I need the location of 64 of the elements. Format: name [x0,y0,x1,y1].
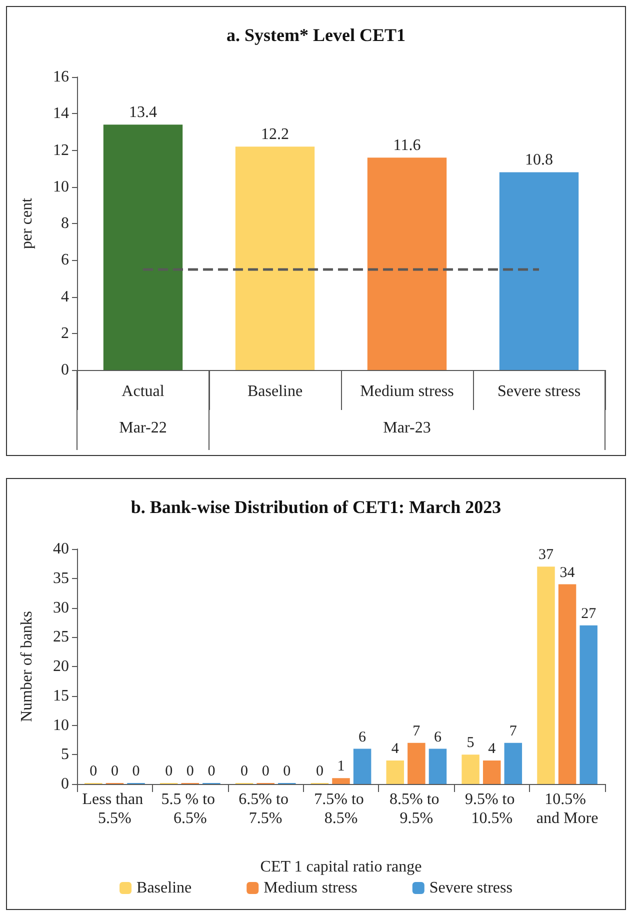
y-tick-label: 16 [53,68,69,86]
y-tick-label: 6 [61,252,69,269]
y-tick-label: 0 [61,362,69,378]
x-tick-label: Less than 5.5% [82,791,148,827]
y-tick-label: 10 [53,716,69,734]
data-label: 37 [538,547,554,564]
x-tick-label: 6.5% to 7.5% [238,791,292,827]
y-tick-label: 20 [53,658,69,675]
x-tick-label: Medium stress [360,383,454,400]
data-label: 0 [110,764,118,780]
y-tick-label: 2 [61,324,69,342]
data-label: 7 [509,723,518,740]
data-label: 7 [412,723,421,740]
x-tick-label: 9.5% to 10.5% [464,791,519,827]
data-label: 0 [90,764,98,780]
legend-label: Medium stress [264,880,358,896]
data-label: 6 [358,729,367,746]
y-tick-label: 8 [61,215,69,232]
data-label: 0 [316,764,324,780]
text: Mar-23 [383,420,431,436]
text: Mar-22 [119,420,167,436]
y-tick-label: 30 [53,599,69,616]
y-tick-label: 4 [61,288,69,306]
data-label: 12.2 [261,126,289,144]
x-tick-label: Actual [122,383,165,400]
data-label: 0 [186,764,194,780]
y-axis-title: Number of banks [18,610,36,722]
y-tick-label: 25 [53,628,69,646]
data-label: 0 [208,764,216,780]
y-tick-label: 12 [53,142,69,159]
x-axis-title: CET 1 capital ratio range [260,858,422,876]
y-tick-label: 40 [53,540,69,558]
data-label: 6 [434,729,442,746]
data-label: 34 [560,564,576,581]
legend-label: Baseline [136,880,192,896]
data-label: 0 [165,764,173,780]
data-label: 0 [283,764,291,780]
chart-title: a. System* Level CET1 [226,25,406,45]
y-tick-label: 10 [53,178,69,196]
legend-label: Severe stress [429,880,512,896]
x-tick-label: 8.5% to 9.5% [390,791,444,827]
data-label: 4 [391,741,400,757]
data-label: 1 [337,758,345,775]
x-tick-label: 7.5% to 8.5% [314,791,368,827]
chart-title: b. Bank-wise Distribution of CET1: March 2023 [130,497,502,517]
y-tick-label: 35 [53,570,69,587]
y-tick-label: 5 [61,746,69,764]
x-tick-label: 5.5 % to 6.5% [161,791,220,827]
data-label: 0 [132,764,140,780]
x-tick-label: Baseline [247,383,303,400]
data-label: 4 [488,741,496,757]
y-axis-title: per cent [18,197,36,250]
y-tick-label: 0 [61,776,69,792]
data-label: 27 [581,606,597,622]
y-tick-label: 15 [53,687,69,704]
x-tick-label: 10.5% and More [536,791,598,827]
y-tick-label: 14 [53,105,69,122]
data-label: 0 [262,764,270,780]
data-label: 13.4 [129,104,157,122]
data-label: 5 [466,735,474,752]
data-label: 11.6 [393,137,421,154]
data-label: 0 [240,764,248,780]
x-tick-label: Severe stress [497,383,581,400]
data-label: 10.8 [525,152,553,169]
